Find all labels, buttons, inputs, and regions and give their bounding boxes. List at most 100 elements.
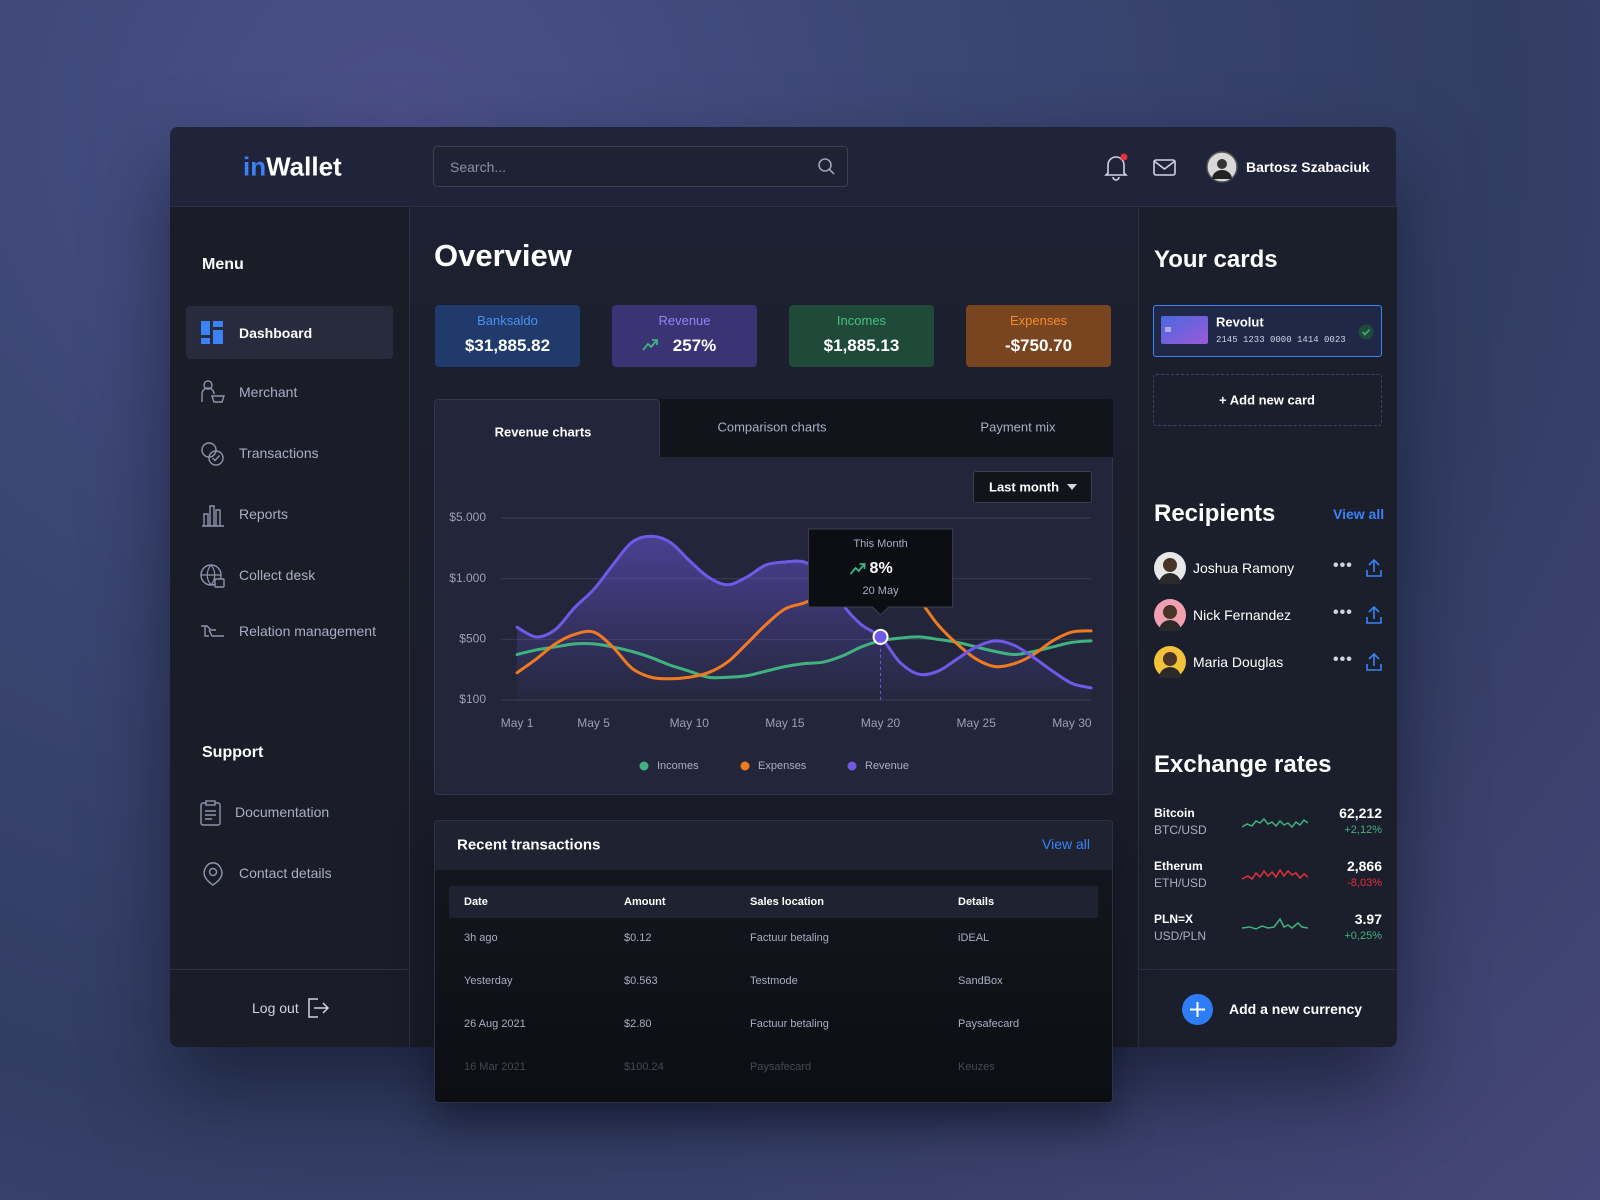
table-cell: Paysafecard (958, 1018, 1020, 1030)
mail-icon[interactable] (1153, 159, 1177, 177)
logout[interactable]: Log out (252, 1000, 299, 1016)
notifications-icon[interactable] (1103, 153, 1129, 181)
legend-label: Revenue (865, 760, 909, 772)
trend-icon (642, 339, 658, 351)
card-check (1358, 324, 1374, 340)
y-tick-label: $100 (459, 692, 486, 706)
menu-item[interactable]: Relation management (239, 623, 376, 639)
menu-item[interactable]: Transactions (239, 445, 319, 461)
search-placeholder: Search... (450, 159, 507, 175)
stat-label: Banksaldo (477, 313, 538, 328)
rate-name: PLN=X (1154, 912, 1194, 926)
search-icon[interactable] (816, 156, 836, 176)
recipient-avatar (1154, 646, 1186, 678)
logout-icon[interactable] (306, 997, 330, 1019)
sparklines (1242, 817, 1308, 930)
recipients-title: Recipients (1154, 500, 1276, 527)
card-thumbnail (1161, 316, 1208, 344)
x-tick-label: May 15 (765, 716, 805, 730)
y-tick-label: $5.000 (449, 510, 486, 524)
card-number: 2145 1233 0000 1414 0023 (1216, 335, 1346, 345)
stat-card: Expenses -$750.70 (966, 305, 1111, 367)
add-currency-label[interactable]: Add a new currency (1229, 1001, 1363, 1017)
rate-value: 2,866 (1346, 858, 1382, 874)
table-cell: $100.24 (624, 1061, 664, 1073)
tooltip: This Month 8% 20 May (808, 528, 954, 616)
transactions-icon (201, 442, 224, 466)
merchant-icon (201, 380, 225, 403)
table-cell: Keuzes (958, 1061, 995, 1073)
search-box[interactable] (433, 146, 848, 187)
table-cell: 16 Mar 2021 (464, 1061, 526, 1073)
menu-item[interactable]: Merchant (239, 384, 298, 400)
tab[interactable]: Comparison charts (717, 419, 827, 435)
legend-swatch (740, 761, 750, 771)
menu-item[interactable]: Collect desk (239, 567, 316, 583)
rate-pair: USD/PLN (1154, 929, 1207, 943)
recipient-avatar (1154, 599, 1186, 631)
add-card-label: + Add new card (1219, 392, 1315, 408)
stat-label: Revenue (658, 313, 711, 328)
table-cell: Factuur betaling (750, 932, 829, 944)
legend-swatch (847, 761, 857, 771)
more-button[interactable]: ••• (1333, 604, 1353, 621)
view-all-link[interactable]: View all (1042, 836, 1090, 852)
x-tick-label: May 1 (501, 716, 534, 730)
rate-change: +2,12% (1344, 824, 1382, 836)
send-button[interactable] (1365, 605, 1383, 625)
relation-icon (201, 625, 224, 637)
recipient-name[interactable]: Nick Fernandez (1193, 607, 1292, 623)
logo-accent: in (243, 151, 267, 182)
rate-name: Etherum (1154, 859, 1203, 873)
stat-card: Banksaldo $31,885.82 (435, 305, 580, 367)
add-currency-icon[interactable] (1182, 994, 1213, 1025)
user-avatar[interactable] (1206, 151, 1238, 183)
send-button[interactable] (1365, 558, 1383, 578)
table-cell: $0.12 (624, 932, 652, 944)
stat-value: $1,885.13 (823, 336, 900, 355)
tab[interactable]: Revenue charts (494, 424, 592, 440)
transactions-title: Recent transactions (457, 836, 601, 854)
card-name: Revolut (1216, 314, 1264, 330)
tab[interactable]: Payment mix (980, 419, 1056, 435)
divider (170, 969, 409, 970)
send-button[interactable] (1365, 652, 1383, 672)
x-tick-label: May 5 (577, 716, 610, 730)
table-cell: 26 Aug 2021 (464, 1018, 526, 1030)
user-name[interactable]: Bartosz Szabaciuk (1246, 159, 1370, 175)
menu-item[interactable]: Dashboard (239, 325, 313, 341)
reports-icon (202, 505, 224, 527)
rate-change: +0,25% (1344, 930, 1382, 942)
table-cell: Paysafecard (750, 1061, 812, 1073)
support-item[interactable]: Documentation (235, 804, 330, 820)
rate-value: 3.97 (1354, 911, 1382, 927)
more-button[interactable]: ••• (1333, 651, 1353, 668)
trend-icon (849, 563, 866, 575)
stat-value: 257% (672, 336, 717, 355)
rate-pair: ETH/USD (1154, 876, 1207, 890)
logo[interactable]: inWallet (243, 152, 342, 183)
support-item[interactable]: Contact details (239, 865, 332, 881)
table-cell: Factuur betaling (750, 1018, 829, 1030)
view-all-link[interactable]: View all (1333, 506, 1385, 522)
stat-label: Expenses (1009, 313, 1068, 328)
more-button[interactable]: ••• (1333, 557, 1353, 574)
tooltip-title: This Month (853, 538, 907, 550)
active-tab[interactable] (434, 399, 660, 458)
stat-label: Incomes (836, 313, 887, 328)
support-title: Support (202, 744, 264, 761)
x-tick-label: May 20 (861, 716, 901, 730)
logo-text: Wallet (266, 151, 342, 182)
recipient-name[interactable]: Joshua Ramony (1193, 560, 1295, 576)
tooltip-date: 20 May (863, 585, 900, 597)
avatar-face (1163, 558, 1177, 572)
rate-name: Bitcoin (1154, 806, 1195, 820)
stat-value: -$750.70 (1004, 336, 1073, 355)
avatar-body (1159, 667, 1181, 678)
rate-change: -8,03% (1347, 877, 1382, 889)
table-cell: $0.563 (624, 975, 658, 987)
menu-item[interactable]: Reports (239, 506, 289, 522)
exchange-title: Exchange rates (1154, 751, 1332, 778)
add-card-button[interactable] (1153, 374, 1382, 426)
recipient-name[interactable]: Maria Douglas (1193, 654, 1284, 670)
